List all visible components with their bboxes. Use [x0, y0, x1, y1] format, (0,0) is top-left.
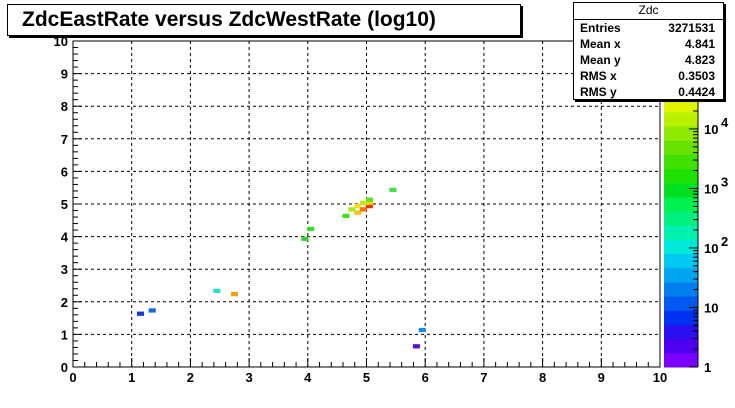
color-bar-segment [664, 310, 698, 325]
heatmap-cell [389, 187, 397, 192]
x-tick-label: 3 [245, 370, 252, 385]
stats-value: 4.841 [684, 37, 715, 51]
stats-title: Zdc [574, 3, 723, 20]
x-tick-label: 7 [480, 370, 487, 385]
y-tick-label: 5 [61, 197, 68, 212]
stats-label: RMS y [580, 85, 617, 99]
color-bar-segment [664, 126, 698, 141]
stats-value: 3271531 [668, 21, 715, 35]
heatmap-cell [307, 226, 315, 232]
x-tick-label: 1 [128, 370, 135, 385]
stats-value: 0.4424 [678, 85, 715, 99]
color-bar-segment [664, 211, 698, 226]
y-tick-label: 0 [61, 360, 68, 375]
z-tick-exponent: 3 [721, 174, 728, 189]
x-tick-label: 9 [598, 370, 605, 385]
z-tick-label: 10 [704, 241, 718, 256]
stats-label: Mean x [580, 37, 621, 51]
z-tick-label: 10 [704, 181, 718, 196]
stats-box: Zdc Entries 3271531 Mean x 4.841 Mean y … [573, 2, 724, 100]
stats-row-mean-y: Mean y 4.823 [574, 52, 723, 68]
color-bar-segment [664, 154, 698, 170]
stats-value: 4.823 [684, 53, 715, 67]
chart-title-box: ZdcEastRate versus ZdcWestRate (log10) [7, 4, 521, 36]
z-tick-label: 10 [704, 300, 718, 315]
heatmap-cell [342, 213, 350, 219]
y-tick-label: 2 [61, 295, 68, 310]
stats-row-rms-y: RMS y 0.4424 [574, 84, 723, 100]
color-bar-segment [664, 182, 698, 198]
x-tick-label: 5 [363, 370, 370, 385]
heatmap-cell [365, 197, 373, 202]
color-bar-segment [664, 140, 698, 155]
color-bar-segment [664, 239, 698, 255]
heatmap-cell [230, 292, 238, 297]
z-tick-label: 10 [704, 122, 718, 137]
stats-label: RMS x [580, 69, 617, 83]
heatmap-cell [148, 308, 156, 313]
heatmap-cell [301, 236, 309, 241]
heatmap-cell [354, 210, 362, 215]
y-tick-label: 4 [61, 230, 69, 245]
color-bar-segment [664, 352, 698, 368]
color-bar-segment [664, 225, 698, 240]
y-tick-label: 7 [61, 132, 68, 147]
heatmap-cell [136, 311, 145, 316]
x-tick-label: 4 [304, 370, 312, 385]
z-tick-label: 1 [704, 360, 711, 375]
y-tick-label: 3 [61, 262, 68, 277]
color-bar-segment [664, 281, 698, 297]
stats-value: 0.3503 [678, 69, 715, 83]
color-bar-segment [664, 296, 698, 311]
z-tick-exponent: 4 [721, 115, 729, 130]
y-tick-label: 8 [61, 99, 68, 114]
heatmap-cell [365, 200, 373, 205]
heatmap-cell [360, 207, 368, 212]
color-bar-segment [664, 267, 698, 283]
heatmap-cell [412, 344, 420, 349]
x-tick-label: 0 [69, 370, 76, 385]
stats-row-rms-x: RMS x 0.3503 [574, 68, 723, 84]
x-tick-label: 2 [187, 370, 194, 385]
stats-row-entries: Entries 3271531 [574, 20, 723, 36]
y-tick-label: 10 [54, 34, 68, 49]
y-tick-label: 1 [61, 327, 68, 342]
x-tick-label: 6 [422, 370, 429, 385]
color-bar-segment [664, 253, 698, 269]
y-tick-label: 6 [61, 164, 68, 179]
stats-row-mean-x: Mean x 4.841 [574, 36, 723, 52]
color-bar-segment [664, 196, 698, 212]
chart-title: ZdcEastRate versus ZdcWestRate (log10) [22, 8, 436, 31]
color-bar-segment [664, 168, 698, 184]
x-tick-label: 8 [539, 370, 546, 385]
heatmap-cell [418, 327, 426, 333]
y-tick-label: 9 [61, 67, 68, 82]
heatmap-cell [213, 288, 221, 294]
color-bar-segment [664, 97, 698, 113]
heatmap-cell [365, 204, 373, 209]
color-bar-segment [664, 338, 698, 354]
heatmap-cell [360, 200, 368, 205]
color-bar-segment [664, 324, 698, 340]
color-bar-segment [664, 111, 698, 127]
x-tick-label: 10 [653, 370, 667, 385]
stats-label: Mean y [580, 53, 621, 67]
heatmap-cell [354, 204, 362, 209]
stats-label: Entries [580, 21, 621, 35]
z-tick-exponent: 2 [721, 234, 728, 249]
heatmap-cell [348, 207, 356, 212]
